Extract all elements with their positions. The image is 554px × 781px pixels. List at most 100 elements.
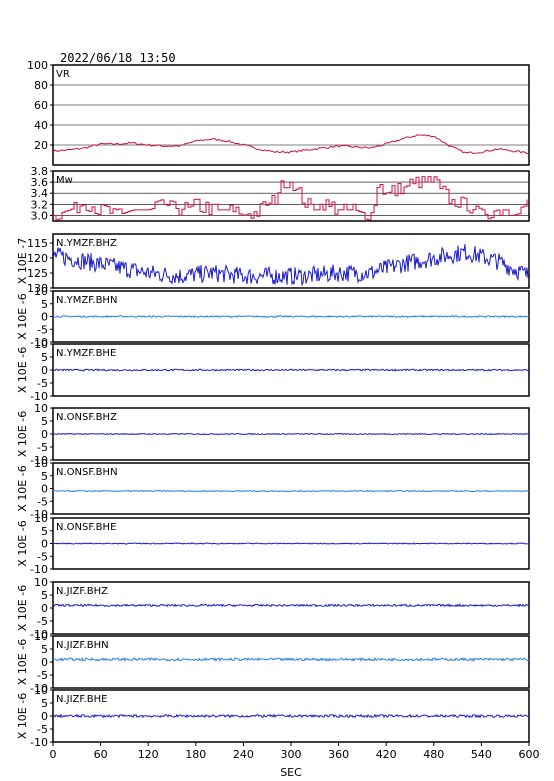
y-tick-label: 5 bbox=[41, 298, 48, 311]
y-tick-label: 130 bbox=[27, 282, 48, 295]
y-tick-label: -10 bbox=[30, 508, 48, 521]
y-tick-label: 5 bbox=[41, 589, 48, 602]
y-tick-label: 5 bbox=[41, 643, 48, 656]
y-tick-label: 0 bbox=[41, 364, 48, 377]
y-tick-label: -5 bbox=[37, 550, 48, 563]
panel-frame bbox=[52, 233, 530, 289]
y-tick-label: 40 bbox=[34, 119, 48, 132]
x-tick-label: 180 bbox=[185, 748, 206, 761]
panel-frame bbox=[52, 635, 530, 689]
y-tick-label: -5 bbox=[37, 377, 48, 390]
y-tick-label: 120 bbox=[27, 252, 48, 265]
y-axis-label: X 10E -6 bbox=[16, 347, 29, 393]
panel-label: N.ONSF.BHN bbox=[56, 467, 118, 478]
series-line bbox=[52, 489, 530, 493]
y-tick-label: 0 bbox=[41, 311, 48, 324]
panel-label: N.YMZF.BHZ bbox=[56, 238, 117, 249]
panel-1: 3.83.63.43.23.0 Mw bbox=[31, 165, 530, 222]
series-line bbox=[52, 134, 530, 155]
y-tick-label: 10 bbox=[34, 402, 48, 415]
y-tick-label: -5 bbox=[37, 615, 48, 628]
y-tick-label: -5 bbox=[37, 669, 48, 682]
series-line bbox=[53, 176, 528, 221]
panel-label: N.JIZF.BHZ bbox=[56, 586, 108, 597]
x-tick-label: 60 bbox=[94, 748, 108, 761]
y-tick-label: 5 bbox=[41, 351, 48, 364]
y-tick-label: 5 bbox=[41, 697, 48, 710]
x-axis-label: SEC bbox=[280, 766, 302, 779]
y-axis-label: X 10E -6 bbox=[16, 293, 29, 339]
y-tick-label: 125 bbox=[27, 267, 48, 280]
y-tick-label: -10 bbox=[30, 628, 48, 641]
panel-label: N.ONSF.BHZ bbox=[56, 412, 117, 423]
y-tick-label: -10 bbox=[30, 336, 48, 349]
x-tick-label: 0 bbox=[50, 748, 57, 761]
y-tick-label: 0 bbox=[41, 710, 48, 723]
y-tick-label: -5 bbox=[37, 723, 48, 736]
panel-label: N.YMZF.BHE bbox=[56, 348, 116, 359]
panel-0: 100 80 60 40 20 VR bbox=[27, 59, 530, 166]
y-tick-label: -10 bbox=[30, 682, 48, 695]
y-tick-label: 10 bbox=[34, 285, 48, 298]
panel-label: N.JIZF.BHE bbox=[56, 694, 107, 705]
panel-label: N.YMZF.BHN bbox=[56, 295, 117, 306]
panel-label: N.ONSF.BHE bbox=[56, 522, 116, 533]
y-tick-label: 10 bbox=[34, 684, 48, 697]
timestamp-title: 2022/06/18 13:50 bbox=[60, 51, 176, 65]
y-tick-label: 10 bbox=[34, 457, 48, 470]
y-tick-label: 3.2 bbox=[31, 198, 49, 211]
panel-label: Mw bbox=[56, 175, 73, 186]
series-line bbox=[52, 244, 530, 287]
panel-frame bbox=[52, 462, 530, 515]
x-tick-label: 600 bbox=[519, 748, 540, 761]
y-tick-label: 100 bbox=[27, 59, 48, 72]
x-tick-label: 120 bbox=[138, 748, 159, 761]
series-line bbox=[52, 713, 530, 719]
y-tick-label: -10 bbox=[30, 454, 48, 467]
y-tick-label: 5 bbox=[41, 525, 48, 538]
panel-frame bbox=[52, 170, 530, 222]
x-tick-label: 480 bbox=[423, 748, 444, 761]
y-axis-label: X 10E -6 bbox=[16, 520, 29, 566]
series-line bbox=[52, 432, 530, 436]
y-tick-label: 10 bbox=[34, 576, 48, 589]
y-tick-label: 0 bbox=[41, 483, 48, 496]
y-tick-label: 3.0 bbox=[31, 209, 49, 222]
y-tick-label: -10 bbox=[30, 390, 48, 403]
y-tick-label: 3.8 bbox=[31, 165, 49, 178]
y-tick-label: -10 bbox=[30, 736, 48, 749]
y-axis-label: X 10E -6 bbox=[16, 639, 29, 685]
y-tick-label: 3.4 bbox=[31, 187, 49, 200]
y-tick-label: -5 bbox=[37, 495, 48, 508]
y-tick-label: 5 bbox=[41, 415, 48, 428]
y-tick-label: 10 bbox=[34, 630, 48, 643]
series-line bbox=[52, 603, 530, 608]
panel-label: N.JIZF.BHN bbox=[56, 640, 109, 651]
y-tick-label: 20 bbox=[34, 139, 48, 152]
x-tick-label: 540 bbox=[471, 748, 492, 761]
x-tick-label: 240 bbox=[233, 748, 254, 761]
panel-label: VR bbox=[56, 69, 70, 80]
y-tick-label: 10 bbox=[34, 512, 48, 525]
y-axis-label: X 10E -7 bbox=[16, 238, 29, 284]
y-tick-label: 3.6 bbox=[31, 176, 49, 189]
y-tick-label: 115 bbox=[27, 237, 48, 250]
y-axis-label: X 10E -6 bbox=[16, 411, 29, 457]
y-tick-label: 0 bbox=[41, 602, 48, 615]
x-tick-label: 360 bbox=[328, 748, 349, 761]
y-tick-label: 0 bbox=[41, 428, 48, 441]
y-axis-label: X 10E -6 bbox=[16, 465, 29, 511]
y-tick-label: 0 bbox=[41, 656, 48, 669]
y-tick-label: 5 bbox=[41, 470, 48, 483]
y-tick-label: 10 bbox=[34, 338, 48, 351]
y-tick-label: -5 bbox=[37, 441, 48, 454]
